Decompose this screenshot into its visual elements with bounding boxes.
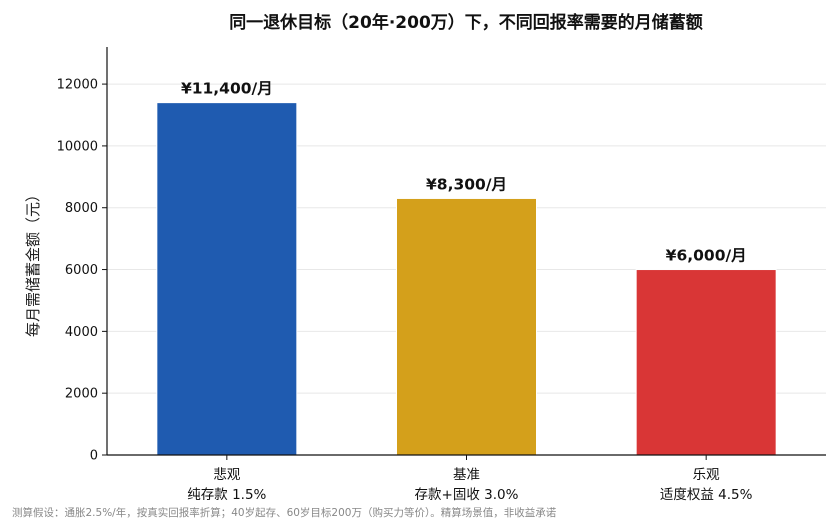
x-tick-label: 乐观 — [693, 467, 720, 483]
y-axis-label: 每月需储蓄金额（元） — [24, 187, 42, 337]
y-tick-label: 4000 — [65, 325, 98, 340]
bars: ¥11,400/月 ¥8,300/月 ¥6,000/月 — [156, 80, 777, 456]
x-tick-label: 悲观 — [213, 466, 240, 483]
bar — [635, 269, 777, 456]
x-tick-label-sub: 存款+固收 3.0% — [415, 487, 519, 503]
data-label: ¥8,300/月 — [426, 175, 507, 193]
chart-title: 同一退休目标（20年·200万）下，不同回报率需要的月储蓄额 — [229, 12, 703, 33]
y-tick-label: 0 — [90, 449, 98, 464]
bar — [156, 102, 298, 456]
x-tick-label: 基准 — [453, 466, 480, 483]
y-tick-label: 6000 — [65, 263, 98, 278]
footnote: 测算假设：通胀2.5%/年，按真实回报率折算；40岁起存、60岁目标200万（购… — [12, 507, 557, 519]
y-tick-label: 2000 — [65, 387, 98, 402]
x-tick-label-sub: 纯存款 1.5% — [187, 487, 266, 503]
data-label: ¥6,000/月 — [666, 247, 747, 265]
x-tick-label-sub: 适度权益 4.5% — [660, 486, 753, 503]
bar — [396, 197, 537, 456]
y-tick-label: 8000 — [65, 201, 98, 216]
y-tick-label: 10000 — [57, 139, 98, 154]
y-tick-label: 12000 — [57, 78, 98, 93]
data-label: ¥11,400/月 — [181, 80, 273, 98]
